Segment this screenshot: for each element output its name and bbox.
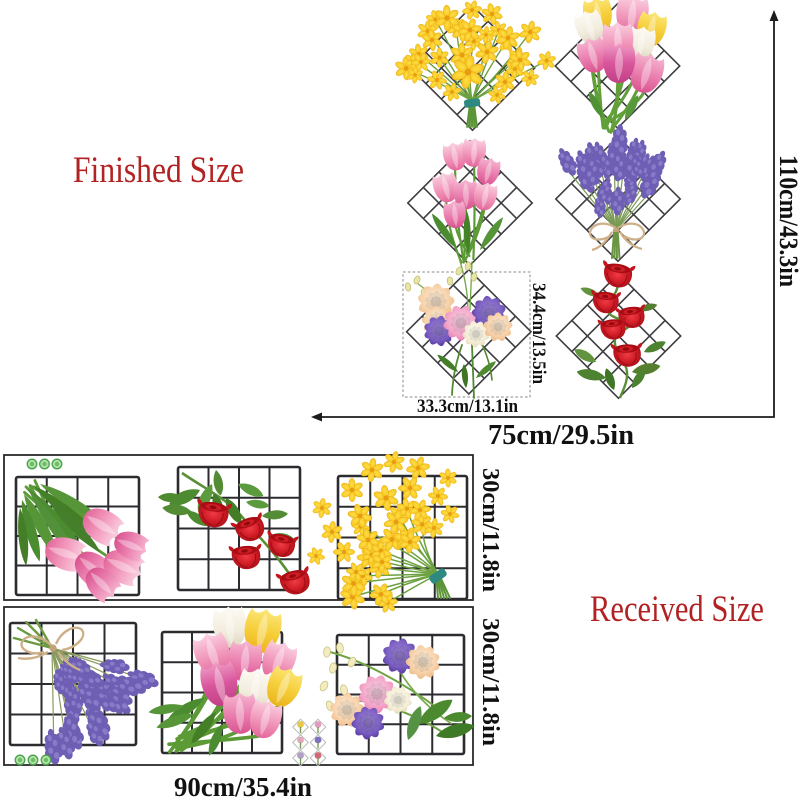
svg-text:110cm/43.3in: 110cm/43.3in [774,155,800,287]
svg-text:75cm/29.5in: 75cm/29.5in [488,419,634,451]
svg-text:Finished Size: Finished Size [73,150,244,191]
svg-text:33.3cm/13.1in: 33.3cm/13.1in [417,396,518,417]
svg-text:34.4cm/13.5in: 34.4cm/13.5in [528,283,549,384]
svg-text:30cm/11.8in: 30cm/11.8in [477,618,503,746]
svg-text:90cm/35.4in: 90cm/35.4in [174,772,312,800]
svg-text:30cm/11.8in: 30cm/11.8in [477,468,503,592]
svg-text:Received Size: Received Size [590,589,764,630]
